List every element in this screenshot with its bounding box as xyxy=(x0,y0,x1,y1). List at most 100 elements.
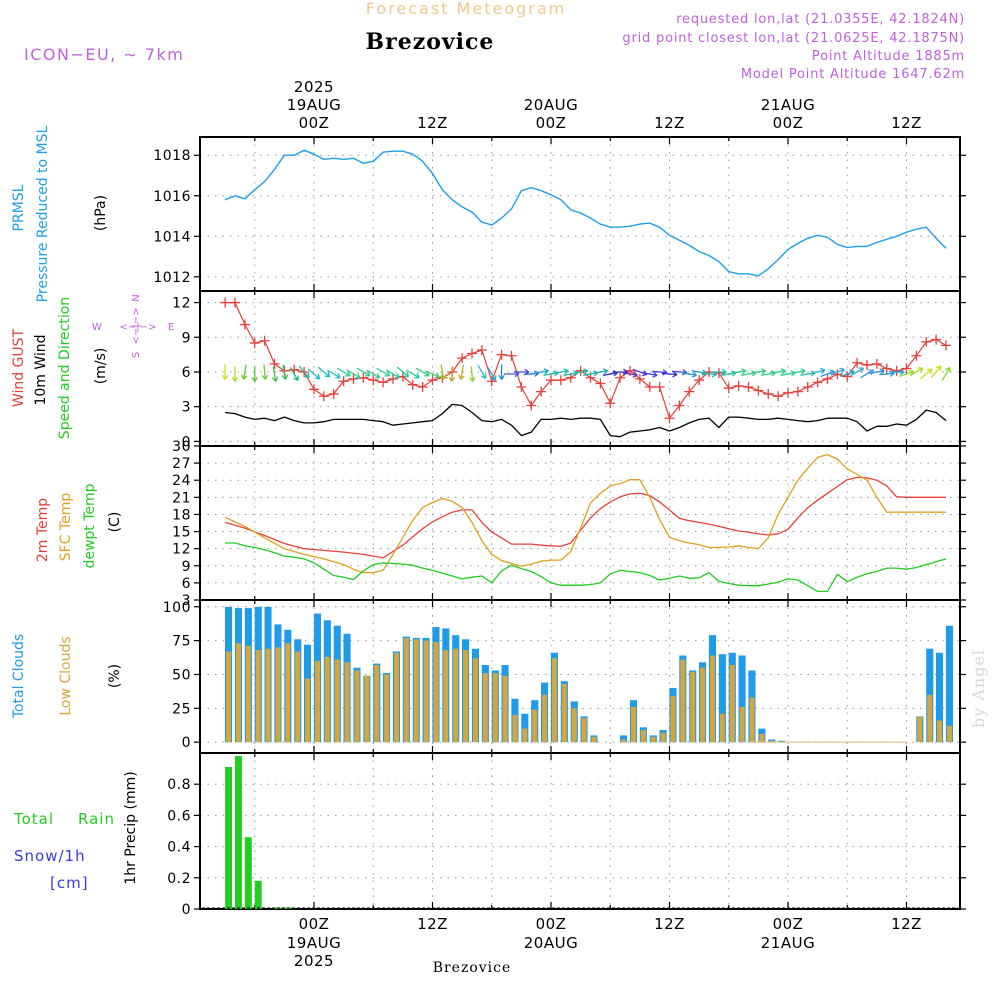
low-cloud-bar xyxy=(236,643,241,743)
requested-coords: requested lon,lat (21.0355E, 42.1824N) xyxy=(676,12,965,27)
temperature-ytick-label: 12 xyxy=(172,542,191,558)
wind-direction-arrow xyxy=(573,368,589,375)
precip-unit: 1hr Precip (mm) xyxy=(123,771,139,884)
gust-marker xyxy=(773,391,784,402)
bottom-date-label: 19AUG xyxy=(287,934,341,952)
bottom-hour-label: 00Z xyxy=(536,915,567,933)
wind-direction-arrow xyxy=(281,364,289,380)
bottom-hour-label: 00Z xyxy=(299,915,330,933)
gust-marker xyxy=(921,336,932,347)
low-cloud-bar xyxy=(532,709,538,743)
gust-line xyxy=(225,302,947,419)
clouds-ytick-label: 50 xyxy=(172,667,191,683)
wind-direction-arrow xyxy=(553,368,569,375)
low-cloud-bar xyxy=(305,678,311,743)
temperature-ytick-label: 30 xyxy=(172,439,191,455)
wind-direction-arrow xyxy=(681,371,698,378)
gust-marker xyxy=(249,338,260,349)
precip-ytick-label: 0.6 xyxy=(167,808,191,824)
clouds-ytick-label: 25 xyxy=(172,701,191,717)
temperature-ytick-label: 15 xyxy=(172,525,191,541)
bottom-date-label: 21AUG xyxy=(761,934,815,952)
gust-marker xyxy=(871,358,882,369)
gust-marker xyxy=(506,350,517,361)
gust-marker xyxy=(318,391,329,402)
gust-marker xyxy=(862,360,872,371)
gust-marker xyxy=(852,357,863,368)
low-cloud-bar xyxy=(394,652,399,743)
model-altitude: Model Point Altitude 1647.62m xyxy=(741,67,965,82)
wind-direction-arrow xyxy=(810,367,826,375)
wind-direction-arrow xyxy=(261,364,269,380)
gust-marker xyxy=(536,386,547,397)
pressure-label-prmsl: PRMSL xyxy=(11,184,27,231)
gust-marker xyxy=(832,369,843,380)
low-cloud-bar xyxy=(344,662,350,743)
wind-direction-arrow xyxy=(448,366,456,382)
gust-marker xyxy=(684,386,695,397)
wind-direction-arrow xyxy=(642,371,658,378)
low-cloud-bar xyxy=(640,730,646,743)
temp-label-dewpt: dewpt Temp xyxy=(82,483,98,568)
cloud-unit: (%) xyxy=(107,664,123,688)
temperature-ytick-label: 3 xyxy=(182,593,191,609)
low-cloud-bar xyxy=(670,696,676,743)
total-cloud-bar xyxy=(778,740,786,743)
gust-marker xyxy=(753,385,764,396)
top-hour-label: 12Z xyxy=(417,114,448,132)
wind-direction-arrow xyxy=(622,371,638,378)
temperature-ytick-label: 21 xyxy=(172,490,191,506)
temperature-ytick-label: 18 xyxy=(172,507,191,523)
wind-direction-arrow xyxy=(307,368,321,380)
gust-marker xyxy=(901,363,912,374)
low-cloud-bar xyxy=(492,673,498,743)
gust-marker xyxy=(457,353,468,364)
temp-label-2m: 2m Temp xyxy=(35,498,51,562)
total-cloud-bar xyxy=(620,735,628,743)
clouds-ytick-label: 0 xyxy=(182,735,191,751)
wind-direction-arrow xyxy=(477,365,487,380)
gust-marker xyxy=(496,349,507,360)
bottom-hour-label: 12Z xyxy=(417,915,448,933)
wind-ytick-label: 12 xyxy=(172,296,191,312)
top-date-label: 21AUG xyxy=(761,96,815,114)
low-cloud-bar xyxy=(690,671,696,743)
low-cloud-bar xyxy=(403,637,409,743)
top-date-label: 20AUG xyxy=(524,96,578,114)
low-cloud-bar xyxy=(364,675,370,743)
point-altitude: Point Altitude 1885m xyxy=(812,49,965,64)
low-cloud-bar xyxy=(324,656,330,743)
low-cloud-bar xyxy=(680,659,686,743)
top-date-label: 19AUG xyxy=(287,96,341,114)
precip-ytick-label: 0.2 xyxy=(167,871,191,887)
low-cloud-bar xyxy=(512,715,518,743)
gust-marker xyxy=(605,398,616,409)
total-cloud-bar xyxy=(738,655,746,743)
gust-marker xyxy=(812,377,823,388)
cloud-labels: Total Clouds Low Clouds (%) xyxy=(11,634,123,719)
gust-marker xyxy=(664,413,675,424)
low-cloud-bar xyxy=(719,713,725,743)
pressure-labels: PRMSL Pressure Reduced to MSL (hPa) xyxy=(11,125,109,302)
wind-direction-arrow xyxy=(386,369,401,379)
wind-ytick-label: 3 xyxy=(182,400,191,416)
temp-label-sfc: SFC Temp xyxy=(58,493,74,562)
gust-marker xyxy=(230,297,240,308)
low-cloud-bar xyxy=(631,707,636,743)
wind-direction-arrow xyxy=(396,366,410,378)
low-cloud-bar xyxy=(522,728,528,743)
gust-marker xyxy=(526,400,537,411)
precip-ytick-label: 0.4 xyxy=(167,840,191,856)
rain-bar xyxy=(244,837,252,909)
low-cloud-bar xyxy=(482,673,488,743)
gust-marker xyxy=(783,387,793,398)
low-cloud-bar xyxy=(226,651,232,743)
gust-marker xyxy=(476,344,487,355)
wind-direction-arrow xyxy=(298,365,310,379)
gust-marker xyxy=(615,372,626,383)
wind-direction-arrow xyxy=(251,366,258,382)
low-cloud-bar xyxy=(552,658,557,743)
wind-direction-arrow xyxy=(221,364,229,380)
